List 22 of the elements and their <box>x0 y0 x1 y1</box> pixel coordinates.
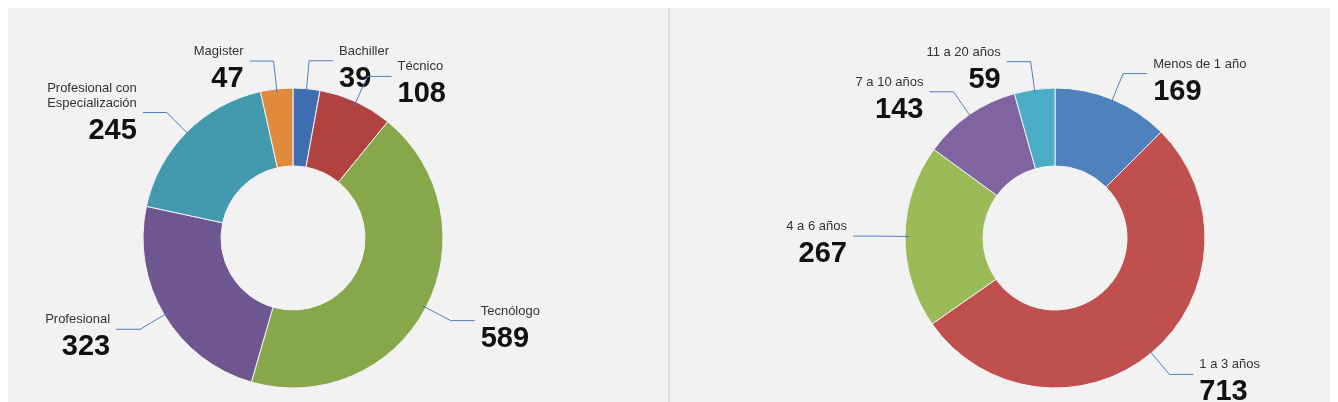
data-label: 47 <box>211 61 244 94</box>
slice-label: Técnico <box>397 58 444 74</box>
data-label: 39 <box>339 60 372 93</box>
data-label: 245 <box>88 112 137 145</box>
slice-label: Magister <box>193 43 245 59</box>
data-label: 169 <box>1153 73 1202 106</box>
slice-label: Profesional <box>45 311 111 327</box>
data-label: 713 <box>1199 374 1248 402</box>
slice-label: Tecnólogo <box>480 302 540 318</box>
slice-label: 4 a 6 años <box>786 218 848 234</box>
data-label: 108 <box>397 76 446 109</box>
slice-label: Profesional con Especialización <box>47 79 137 110</box>
data-label: 143 <box>875 91 924 124</box>
slice-label: 11 a 20 años <box>926 43 1002 59</box>
data-label: 59 <box>968 61 1001 94</box>
data-label: 267 <box>798 236 848 269</box>
data-label: 323 <box>61 329 111 362</box>
slice-label: Bachiller <box>339 42 390 58</box>
data-label: 589 <box>480 320 530 353</box>
slice-label: 1 a 3 años <box>1199 356 1261 372</box>
slice-label: 7 a 10 años <box>855 73 924 89</box>
slice-label: Menos de 1 año <box>1153 55 1247 71</box>
